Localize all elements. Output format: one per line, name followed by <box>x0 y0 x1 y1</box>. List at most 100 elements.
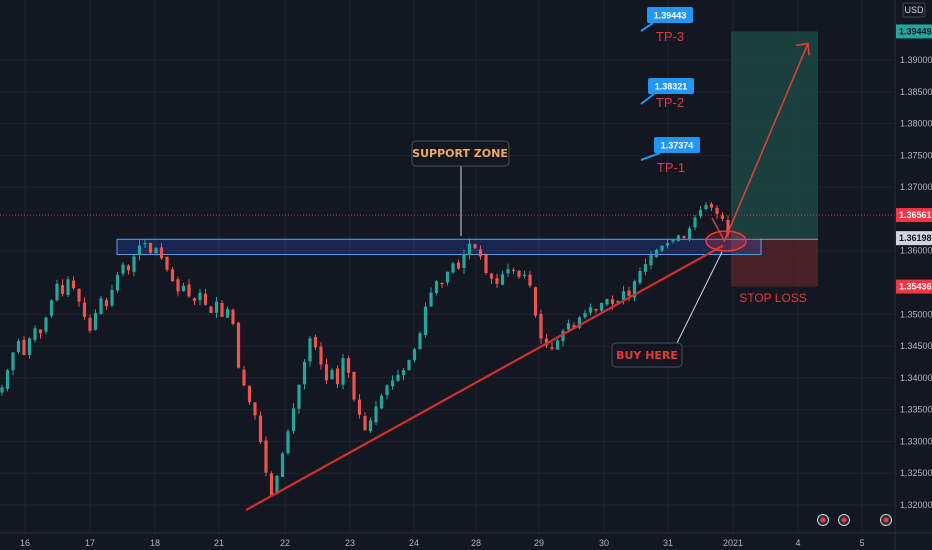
candle-body <box>148 242 153 253</box>
price-tag <box>896 24 932 39</box>
candle-body <box>33 328 37 340</box>
price-tick-label: 1.32500 <box>900 468 932 478</box>
candle-body <box>451 263 455 273</box>
candle-body <box>330 370 334 380</box>
candle-body <box>528 274 532 286</box>
candle-body <box>275 475 279 495</box>
candle-body <box>71 280 76 289</box>
price-tick-label: 1.37500 <box>900 150 932 160</box>
candle-body <box>610 299 615 305</box>
candle-body <box>143 243 147 245</box>
stop-zone <box>731 238 818 287</box>
time-axis[interactable]: 16 17 18 21 22 23 24 28 29 30 31 2021 4 5 <box>0 514 932 549</box>
candle-body <box>137 245 142 256</box>
candle-body <box>660 245 664 251</box>
candle-body <box>0 387 4 393</box>
candle-body <box>209 306 213 314</box>
currency-box[interactable] <box>902 2 926 18</box>
candle-body <box>49 300 54 316</box>
candle-body <box>203 293 208 305</box>
date-tick-label: 4 <box>795 538 800 548</box>
candle-body <box>159 247 164 259</box>
candle-body <box>269 473 274 496</box>
buy-callout-box <box>611 342 683 368</box>
candle-body <box>286 431 290 454</box>
candle-body <box>506 269 510 274</box>
candle-body <box>363 416 367 430</box>
candle-body <box>346 358 351 373</box>
buy-ellipse[interactable] <box>705 230 747 252</box>
candle-body <box>374 406 378 423</box>
candle-body <box>594 308 598 311</box>
candle-body <box>379 395 384 409</box>
candle-body <box>720 215 725 219</box>
candle-body <box>555 340 560 350</box>
price-tick-label: 1.38000 <box>900 119 932 129</box>
event-flag-dot <box>883 517 889 523</box>
candle-body <box>280 453 285 477</box>
position-zones <box>731 31 818 287</box>
candle-body <box>341 358 345 385</box>
tp-callout-box <box>648 78 694 94</box>
candles <box>0 202 730 496</box>
date-tick-label: 2021 <box>723 538 743 548</box>
candle-body <box>242 369 246 386</box>
support-zone-box[interactable] <box>116 238 762 256</box>
candle-body <box>588 307 593 313</box>
candle-body <box>511 269 516 272</box>
candle-body <box>407 360 411 370</box>
target-arrow-line[interactable] <box>723 43 809 243</box>
chart-labels: SUPPORT ZONE BUY HERE STOP LOSS 1.37374 TP-1… <box>0 7 895 368</box>
candle-body <box>313 336 318 348</box>
candle-body <box>605 299 609 305</box>
price-tag-label: 1.36198 <box>899 233 932 243</box>
uptrend-line[interactable] <box>245 244 724 512</box>
date-tick-label: 30 <box>599 538 609 548</box>
price-axis[interactable]: 1.39000 1.38500 1.38000 1.37500 1.37000 1.360… <box>894 0 932 550</box>
price-tick-label: 1.34000 <box>900 373 932 383</box>
date-tick-label: 17 <box>85 538 95 548</box>
tp-callout-box <box>654 137 700 153</box>
date-tick-label: 24 <box>409 538 419 548</box>
candle-body <box>693 217 697 228</box>
candle-body <box>396 374 400 381</box>
candle-body <box>55 283 59 301</box>
price-tick-label: 1.32000 <box>900 500 932 510</box>
currency-label: USD <box>904 5 924 15</box>
date-tick-label: 22 <box>280 538 290 548</box>
candle-body <box>676 235 681 241</box>
candle-body <box>154 248 158 254</box>
tp-callout-pointer <box>640 93 655 105</box>
price-tag-label: 1.39449 <box>899 26 932 36</box>
drawings[interactable] <box>245 42 810 512</box>
tp-callout-pointer <box>640 22 654 32</box>
candle-body <box>302 361 307 385</box>
candle-body <box>715 207 719 214</box>
tp-value-label: 1.37374 <box>661 141 694 151</box>
candle-body <box>495 278 499 284</box>
candle-body <box>104 300 109 307</box>
candle-body <box>456 262 461 269</box>
tp-callout-pointer <box>640 152 661 161</box>
candle-body <box>412 349 417 361</box>
candle-body <box>572 324 576 328</box>
candle-body <box>643 264 648 272</box>
candle-body <box>258 415 263 443</box>
buy-here-label: BUY HERE <box>616 349 678 362</box>
candle-body <box>671 239 675 242</box>
candle-body <box>467 243 472 255</box>
support-zone[interactable] <box>116 238 818 256</box>
candle-body <box>550 347 554 349</box>
candle-body <box>93 313 98 330</box>
stop-loss-label: STOP LOSS <box>739 291 807 305</box>
candle-body <box>352 371 356 400</box>
candle-body <box>60 285 65 294</box>
candle-body <box>473 244 477 249</box>
candle-body <box>665 243 670 246</box>
price-tag-label: 1.35436 <box>899 282 932 292</box>
candle-body <box>247 385 252 403</box>
support-zone-label: SUPPORT ZONE <box>412 147 508 160</box>
candle-body <box>335 368 340 385</box>
candle-body <box>99 298 103 315</box>
